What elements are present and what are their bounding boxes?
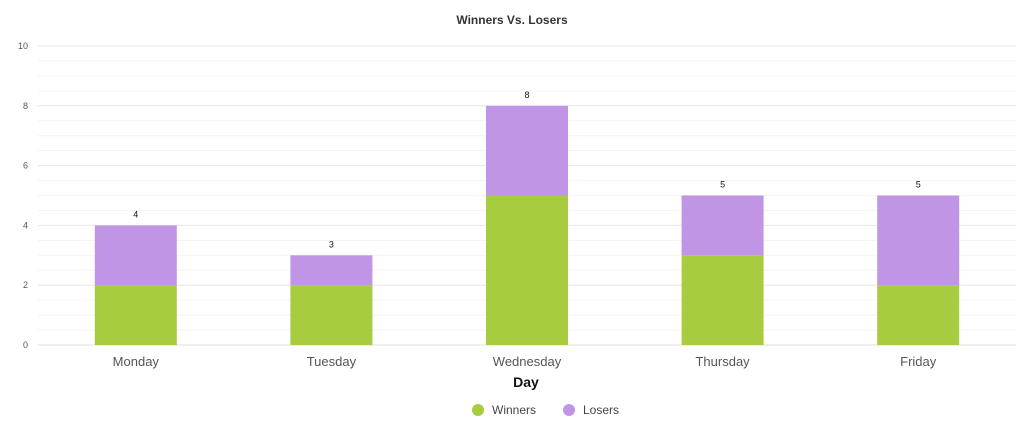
total-label-monday: 4: [133, 209, 138, 219]
bar-losers-monday[interactable]: [94, 225, 177, 286]
bar-winners-wednesday[interactable]: [486, 195, 568, 346]
x-tick-label-thursday: Thursday: [695, 354, 750, 369]
legend: Winners Losers: [472, 403, 619, 417]
total-label-friday: 5: [916, 180, 921, 190]
y-axis-ticks: 0 2 4 6 8 10: [18, 41, 28, 350]
legend-item-losers[interactable]: Losers: [563, 403, 619, 417]
x-axis-title: Day: [513, 374, 539, 390]
y-tick-label: 0: [23, 340, 28, 350]
bar-winners-thursday[interactable]: [681, 255, 764, 345]
bar-losers-wednesday[interactable]: [486, 105, 568, 196]
legend-label: Winners: [492, 403, 536, 417]
x-tick-label-friday: Friday: [900, 354, 937, 369]
legend-marker: [472, 404, 484, 416]
chart-title: Winners Vs. Losers: [456, 13, 568, 27]
legend-marker: [563, 404, 575, 416]
bar-winners-monday[interactable]: [94, 285, 177, 345]
total-label-thursday: 5: [720, 180, 725, 190]
total-label-tuesday: 3: [329, 239, 334, 249]
y-tick-label: 8: [23, 101, 28, 111]
y-tick-label: 10: [18, 41, 28, 51]
x-tick-label-wednesday: Wednesday: [493, 354, 562, 369]
bar-winners-tuesday[interactable]: [290, 285, 373, 345]
y-tick-label: 2: [23, 280, 28, 290]
bar-winners-friday[interactable]: [877, 285, 960, 345]
legend-item-winners[interactable]: Winners: [472, 403, 536, 417]
bars: [94, 105, 960, 346]
x-tick-label-tuesday: Tuesday: [307, 354, 357, 369]
bar-losers-friday[interactable]: [877, 195, 960, 286]
y-tick-label: 4: [23, 220, 28, 230]
x-tick-label-monday: Monday: [113, 354, 160, 369]
x-axis-ticks: Monday Tuesday Wednesday Thursday Friday: [113, 354, 937, 369]
bar-losers-thursday[interactable]: [681, 195, 764, 256]
y-tick-label: 6: [23, 161, 28, 171]
legend-label: Losers: [583, 403, 619, 417]
total-labels: 4 3 8 5 5: [133, 90, 920, 250]
bar-losers-tuesday[interactable]: [290, 255, 373, 286]
total-label-wednesday: 8: [524, 90, 529, 100]
